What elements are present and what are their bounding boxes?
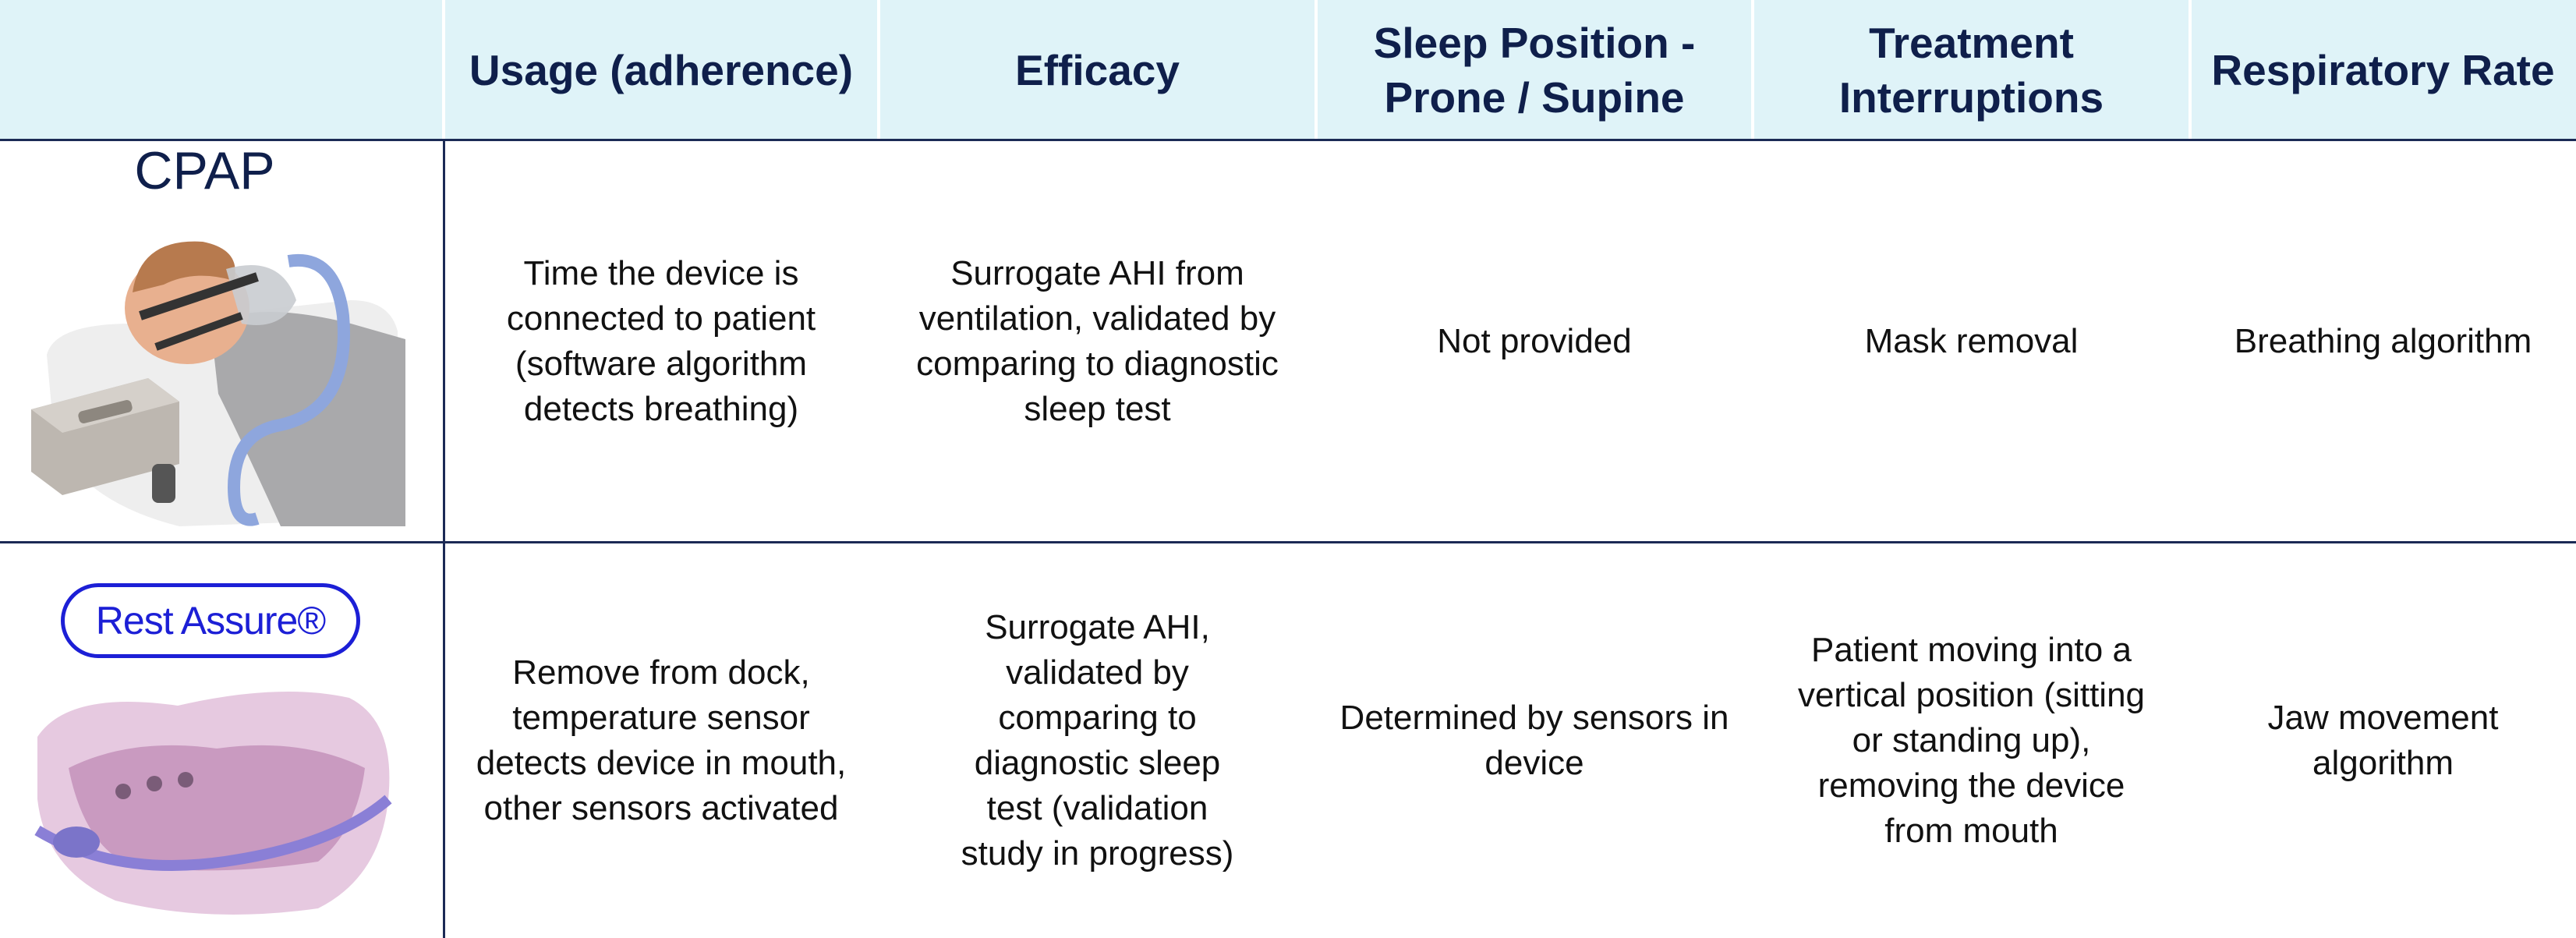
column-border bbox=[443, 140, 445, 938]
column-header: Respiratory Rate bbox=[2190, 0, 2576, 140]
table-cell: Mask removal bbox=[1864, 321, 2079, 360]
row-border bbox=[0, 541, 2576, 543]
row-border bbox=[0, 139, 2576, 141]
header-separator bbox=[1751, 0, 1754, 140]
mouthguard-image bbox=[34, 692, 392, 915]
table-cell: Jaw movement algorithm bbox=[2267, 699, 2499, 782]
table-cell: Remove from dock, temperature sensor det… bbox=[476, 653, 847, 827]
table-cell: Determined by sensors in device bbox=[1339, 699, 1729, 782]
header-separator bbox=[1315, 0, 1318, 140]
table-cell: Surrogate AHI, validated by comparing to… bbox=[961, 608, 1234, 873]
row-label: Rest Assure® bbox=[61, 583, 360, 658]
table-cell: Not provided bbox=[1437, 321, 1632, 360]
row-label: CPAP bbox=[134, 141, 275, 200]
cpap-image bbox=[31, 241, 405, 526]
column-header: Sleep Position - Prone / Supine bbox=[1316, 0, 1753, 140]
header-separator bbox=[877, 0, 880, 140]
table-cell: Surrogate AHI from ventilation, validate… bbox=[916, 253, 1279, 428]
table-cell: Breathing algorithm bbox=[2234, 321, 2532, 360]
header-separator bbox=[442, 0, 445, 140]
column-header: Treatment Interruptions bbox=[1753, 0, 2190, 140]
table-cell: Patient moving into a vertical position … bbox=[1797, 631, 2146, 850]
column-header: Efficacy bbox=[879, 0, 1316, 140]
header-separator bbox=[2189, 0, 2192, 140]
column-header: Usage (adherence) bbox=[444, 0, 879, 140]
table-cell: Time the device is connected to patient … bbox=[506, 253, 816, 428]
